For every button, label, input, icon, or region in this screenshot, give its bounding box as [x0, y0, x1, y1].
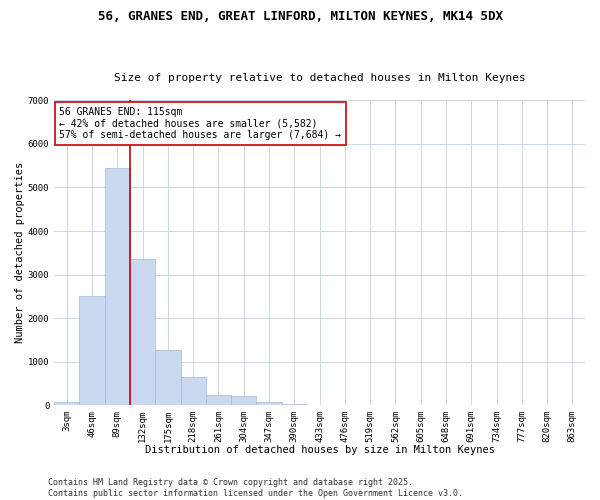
Text: 56 GRANES END: 115sqm
← 42% of detached houses are smaller (5,582)
57% of semi-d: 56 GRANES END: 115sqm ← 42% of detached … — [59, 106, 341, 140]
Bar — [104, 168, 130, 405]
Text: Contains HM Land Registry data © Crown copyright and database right 2025.
Contai: Contains HM Land Registry data © Crown c… — [48, 478, 463, 498]
Bar — [79, 296, 104, 405]
Title: Size of property relative to detached houses in Milton Keynes: Size of property relative to detached ho… — [113, 73, 526, 83]
Bar — [231, 396, 256, 405]
Bar — [155, 350, 181, 405]
Text: 56, GRANES END, GREAT LINFORD, MILTON KEYNES, MK14 5DX: 56, GRANES END, GREAT LINFORD, MILTON KE… — [97, 10, 503, 23]
Bar — [54, 402, 79, 405]
X-axis label: Distribution of detached houses by size in Milton Keynes: Distribution of detached houses by size … — [145, 445, 494, 455]
Y-axis label: Number of detached properties: Number of detached properties — [15, 162, 25, 344]
Bar — [206, 395, 231, 405]
Bar — [281, 404, 307, 405]
Bar — [256, 402, 281, 405]
Bar — [130, 260, 155, 405]
Bar — [181, 377, 206, 405]
